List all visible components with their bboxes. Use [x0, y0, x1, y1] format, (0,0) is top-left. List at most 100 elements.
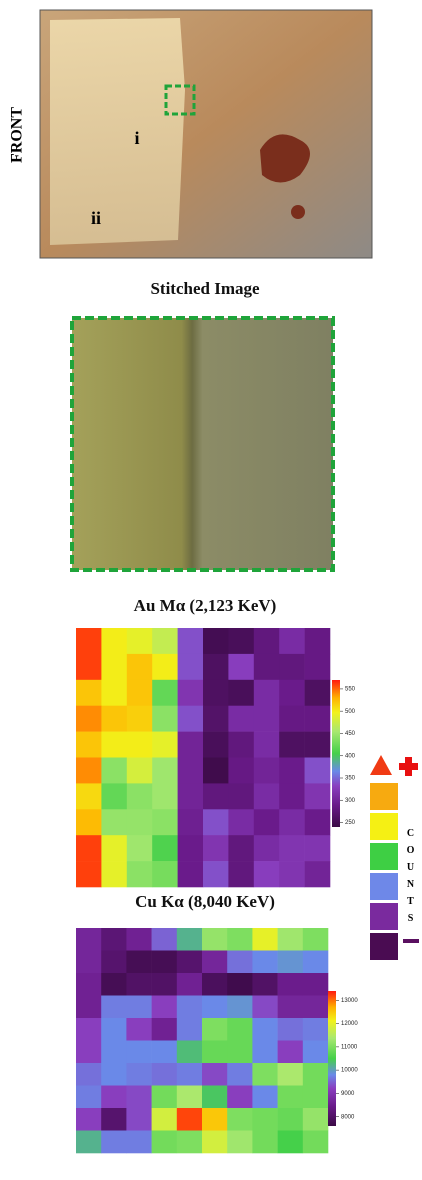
- heatmap-cell: [152, 731, 178, 758]
- stitched-image: [70, 316, 335, 572]
- heatmap-cell: [252, 928, 278, 951]
- heatmap-cell: [151, 1108, 178, 1131]
- heatmap-cell: [227, 1018, 253, 1041]
- heatmap-cell: [126, 1040, 152, 1064]
- heatmap-cell: [126, 1130, 152, 1154]
- heatmap-cell: [277, 1040, 304, 1064]
- heatmap-cell: [203, 861, 229, 888]
- region-label: i: [134, 128, 139, 148]
- heatmap-cell: [101, 679, 128, 706]
- heatmap-cell: [176, 1063, 203, 1086]
- heatmap-cell: [304, 783, 331, 810]
- heatmap-cell: [76, 1018, 102, 1041]
- heatmap-cell: [304, 679, 331, 706]
- heatmap-cell: [151, 1085, 178, 1109]
- heatmap-cell: [76, 835, 102, 862]
- heatmap-cell: [101, 835, 128, 862]
- heatmap-cell: [304, 757, 331, 784]
- heatmap-cell: [151, 1040, 178, 1064]
- heatmap-cell: [177, 731, 204, 758]
- heatmap-cell: [76, 757, 102, 784]
- heatmap-cell: [76, 1085, 102, 1109]
- heatmap-cell: [252, 1085, 278, 1109]
- heatmap-cell: [76, 995, 102, 1019]
- heatmap-cell: [101, 809, 128, 836]
- heatmap-cell: [101, 1018, 127, 1041]
- heatmap-cell: [279, 835, 305, 862]
- heatmap-cell: [302, 995, 329, 1019]
- colorbar-tick-label: 10000: [341, 1068, 358, 1074]
- heatmap-cell: [304, 628, 331, 655]
- heatmap-cell: [253, 705, 280, 732]
- heatmap-cell: [76, 1040, 102, 1064]
- heatmap-cell: [279, 809, 305, 836]
- heatmap-cell: [76, 731, 102, 758]
- heatmap-cell: [252, 1063, 278, 1086]
- heatmap-cell: [126, 861, 153, 888]
- heatmap-cell: [302, 928, 329, 951]
- heatmap-cell: [304, 653, 331, 681]
- heatmap-cell: [203, 628, 229, 655]
- heatmap-cell: [76, 679, 102, 706]
- heatmap-cell: [76, 861, 102, 888]
- heatmap-cell: [126, 1085, 152, 1109]
- heatmap-cell: [302, 973, 329, 996]
- heatmap-cell: [76, 653, 102, 681]
- heatmap-cell: [176, 950, 203, 974]
- heatmap-cell: [228, 757, 255, 784]
- heatmap-cell: [101, 1108, 127, 1131]
- heatmap-cell: [76, 1108, 102, 1131]
- heatmap-cell: [176, 1018, 203, 1041]
- heatmap-cell: [126, 731, 153, 758]
- heatmap-cell: [101, 973, 127, 996]
- heatmap-cell: [126, 628, 153, 655]
- heatmap-cell: [126, 653, 153, 681]
- heatmap-cell: [279, 757, 305, 784]
- heatmap-cell: [253, 783, 280, 810]
- heatmap-cell: [253, 679, 280, 706]
- heatmap-cell: [279, 783, 305, 810]
- heatmap-cell: [76, 928, 102, 951]
- heatmap-cell: [203, 731, 229, 758]
- heatmap-cell: [202, 1063, 228, 1086]
- heatmap-cell: [126, 995, 152, 1019]
- heatmap-cell: [76, 1063, 102, 1086]
- heatmap-cell: [126, 950, 152, 974]
- heatmap-cell: [304, 809, 331, 836]
- heatmap-cell: [253, 809, 280, 836]
- heatmap-cell: [177, 783, 204, 810]
- heatmap-cell: [151, 1063, 178, 1086]
- heatmap-cell: [76, 783, 102, 810]
- colorbar: [328, 991, 336, 1126]
- heatmap-cell: [227, 1085, 253, 1109]
- heatmap-cell: [279, 861, 305, 888]
- heatmap-cell: [152, 653, 178, 681]
- heatmap-cell: [152, 705, 178, 732]
- heatmap-cell: [304, 731, 331, 758]
- heatmap-cell: [76, 950, 102, 974]
- heatmap-cell: [126, 783, 153, 810]
- heatmap-cell: [202, 973, 228, 996]
- heatmap-cell: [177, 628, 204, 655]
- heatmap-cell: [252, 973, 278, 996]
- heatmap-cell: [203, 783, 229, 810]
- heatmap-cell: [152, 835, 178, 862]
- heatmap-cell: [203, 705, 229, 732]
- heatmap-cell: [202, 1018, 228, 1041]
- heatmap-cell: [277, 1063, 304, 1086]
- heatmap-cell: [253, 835, 280, 862]
- heatmap-cell: [177, 705, 204, 732]
- side-legend: [370, 755, 419, 960]
- panel-title: Au Mα (2,123 KeV): [134, 596, 277, 615]
- heatmap-cell: [277, 1085, 304, 1109]
- colorbar-tick-label: 250: [345, 820, 356, 826]
- heatmap-cell: [252, 1108, 278, 1131]
- heatmap-cell: [76, 705, 102, 732]
- heatmap-cell: [253, 653, 280, 681]
- heatmap-cell: [101, 1040, 127, 1064]
- heatmap-cell: [126, 973, 152, 996]
- front-photo: i ii: [39, 9, 373, 259]
- heatmap-cell: [227, 973, 253, 996]
- region-label: ii: [91, 208, 101, 228]
